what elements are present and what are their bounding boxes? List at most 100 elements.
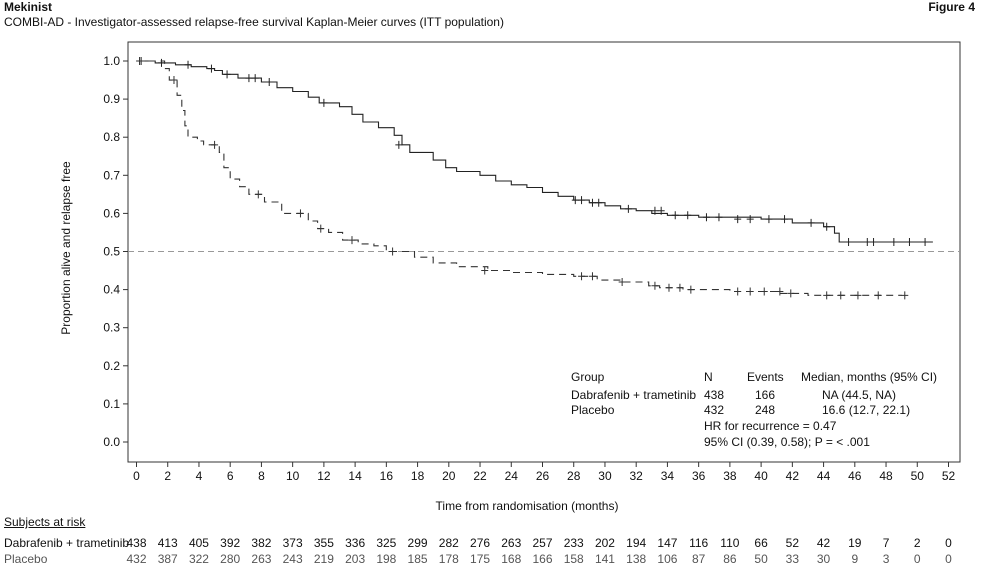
x-tick-label: 2 xyxy=(164,469,171,483)
legend-row-group: Placebo xyxy=(571,403,615,417)
km-line-placebo xyxy=(136,60,902,296)
risk-count: 233 xyxy=(563,536,584,550)
censor-mark xyxy=(481,266,489,275)
legend-row-group: Dabrafenib + trametinib xyxy=(571,388,696,402)
risk-count: 7 xyxy=(882,536,890,550)
risk-count: 203 xyxy=(345,552,366,566)
censor-mark xyxy=(320,98,328,107)
risk-count: 194 xyxy=(626,536,647,550)
censor-mark xyxy=(921,237,929,246)
censor-mark xyxy=(890,237,898,246)
risk-count: 2 xyxy=(913,536,921,550)
censor-mark xyxy=(671,211,679,220)
x-tick-label: 10 xyxy=(286,469,300,483)
censor-mark xyxy=(245,74,253,83)
censor-mark xyxy=(760,287,768,296)
censor-mark xyxy=(317,224,325,233)
chart-brand-title: Mekinist xyxy=(4,0,53,14)
x-tick-label: 44 xyxy=(817,469,831,483)
censor-mark xyxy=(684,211,692,220)
risk-count: 86 xyxy=(723,552,737,566)
legend-header-group: Group xyxy=(571,370,605,384)
risk-count: 66 xyxy=(754,536,768,550)
legend-row-median: NA (44.5, NA) xyxy=(822,388,896,402)
censor-mark xyxy=(665,283,673,292)
risk-count: 322 xyxy=(188,552,209,566)
risk-count: 33 xyxy=(785,552,800,566)
risk-count: 382 xyxy=(251,536,272,550)
y-tick-label: 0.3 xyxy=(103,321,120,335)
censor-mark xyxy=(765,215,773,224)
censor-mark xyxy=(571,196,579,205)
risk-count: 166 xyxy=(532,552,553,566)
risk-count: 168 xyxy=(501,552,522,566)
censor-mark xyxy=(207,64,215,73)
x-tick-label: 0 xyxy=(133,469,140,483)
censor-mark xyxy=(223,70,231,79)
risk-count: 138 xyxy=(626,552,647,566)
legend-row-n: 438 xyxy=(704,388,724,402)
x-tick-label: 24 xyxy=(505,469,519,483)
censor-mark xyxy=(874,291,882,300)
risk-count: 263 xyxy=(251,552,272,566)
km-line-dabrafenib-trametinib xyxy=(136,60,933,243)
x-axis-label: Time from randomisation (months) xyxy=(436,499,619,513)
risk-count: 19 xyxy=(848,536,862,550)
risk-count: 106 xyxy=(657,552,678,566)
risk-count: 405 xyxy=(188,536,209,550)
risk-count: 147 xyxy=(657,536,678,550)
legend-header-median: Median, months (95% CI) xyxy=(801,370,937,384)
censor-mark xyxy=(618,277,626,286)
censor-mark xyxy=(787,289,795,298)
risk-row-label: Dabrafenib + trametinib xyxy=(4,536,130,550)
censor-mark xyxy=(845,237,853,246)
x-tick-label: 8 xyxy=(258,469,265,483)
risk-count: 42 xyxy=(816,536,831,550)
risk-count: 185 xyxy=(407,552,428,566)
risk-count: 219 xyxy=(313,552,334,566)
chart-subtitle: COMBI-AD - Investigator-assessed relapse… xyxy=(4,15,504,29)
censor-mark xyxy=(389,247,397,256)
risk-count: 257 xyxy=(532,536,553,550)
risk-count: 198 xyxy=(376,552,397,566)
censor-mark xyxy=(137,57,145,65)
y-tick-label: 0.2 xyxy=(103,359,120,373)
censor-mark xyxy=(863,237,871,246)
risk-count: 355 xyxy=(313,536,334,550)
x-tick-label: 14 xyxy=(348,469,362,483)
censor-mark xyxy=(870,237,878,246)
censor-mark xyxy=(854,291,862,300)
censor-mark xyxy=(823,222,831,231)
risk-table-header: Subjects at risk xyxy=(4,515,86,529)
censor-mark xyxy=(746,287,754,296)
censor-mark xyxy=(170,76,178,85)
risk-count: 263 xyxy=(501,536,522,550)
x-tick-label: 16 xyxy=(380,469,394,483)
x-tick-label: 4 xyxy=(196,469,203,483)
x-tick-label: 32 xyxy=(630,469,644,483)
legend-table: Group N Events Median, months (95% CI) D… xyxy=(571,370,937,449)
x-tick-label: 36 xyxy=(692,469,706,483)
risk-count: 175 xyxy=(470,552,491,566)
censor-mark xyxy=(251,74,259,83)
risk-count: 30 xyxy=(816,552,831,566)
censor-mark xyxy=(595,198,603,207)
risk-count: 413 xyxy=(157,536,178,550)
risk-count: 0 xyxy=(945,536,952,550)
censor-mark xyxy=(265,77,273,86)
y-axis-label: Proportion alive and relapse free xyxy=(59,161,73,335)
confidence-interval-text: 95% CI (0.39, 0.58); P = < .001 xyxy=(704,435,870,449)
x-tick-label: 22 xyxy=(473,469,487,483)
censor-mark xyxy=(624,204,632,213)
censor-mark xyxy=(348,236,356,245)
censor-mark xyxy=(901,291,909,300)
censor-mark xyxy=(676,283,684,292)
censor-mark xyxy=(395,140,403,149)
series-layer xyxy=(136,57,933,300)
censor-mark xyxy=(296,209,304,218)
x-tick-label: 34 xyxy=(661,469,675,483)
risk-count: 116 xyxy=(689,536,709,550)
x-tick-label: 42 xyxy=(786,469,800,483)
y-tick-label: 0.8 xyxy=(103,130,120,144)
